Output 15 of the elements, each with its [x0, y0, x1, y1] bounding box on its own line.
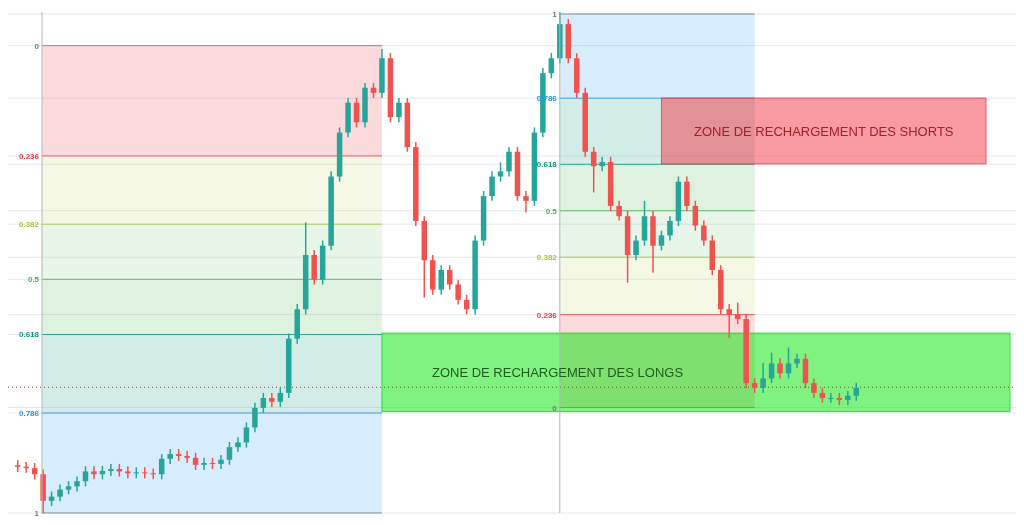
y2-tick-label: 0.618	[536, 160, 558, 170]
y2-tick-label: 0.5	[545, 206, 558, 216]
y2-tick-label: 0	[552, 403, 558, 413]
y2-tick-label: 0.382	[536, 253, 558, 263]
y-tick-label: 0.786	[18, 408, 40, 418]
y-tick-label: 0.382	[18, 220, 40, 230]
y-tick-label: 1	[34, 509, 40, 518]
y-tick-label: 0	[34, 41, 40, 51]
y-tick-label: 0.236	[18, 151, 40, 161]
y2-tick-label: 1	[552, 9, 558, 19]
y2-tick-label: 0.236	[536, 310, 558, 320]
y-tick-label: 0.618	[18, 330, 40, 340]
band-label: ZONE DE RECHARGEMENT DES LONGS	[431, 365, 684, 381]
band-label: ZONE DE RECHARGEMENT DES SHORTS	[693, 123, 954, 139]
y-tick-label: 0.5	[27, 275, 40, 285]
